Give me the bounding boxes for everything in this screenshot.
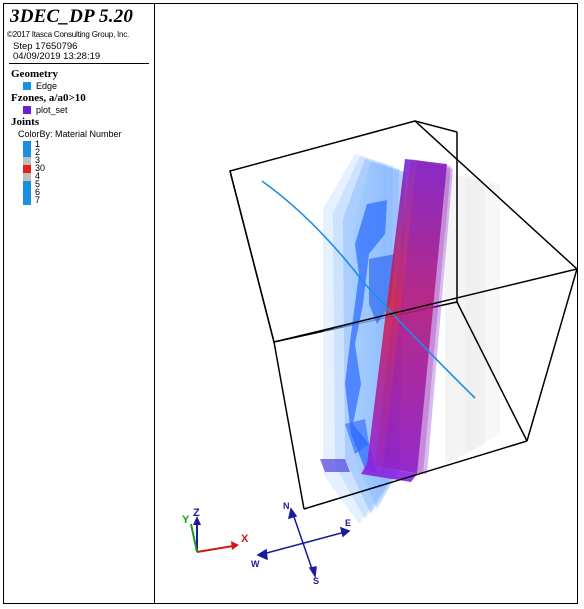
- joint-label: 2: [35, 147, 41, 157]
- geometry-heading: Geometry: [11, 68, 59, 80]
- plot-set-swatch: [23, 106, 31, 114]
- x-axis-label: X: [241, 533, 249, 545]
- compass-s-label: S: [313, 576, 319, 586]
- geometry-edge-line: [261, 180, 476, 399]
- joint-swatch: [23, 149, 31, 157]
- joint-swatch: [23, 157, 31, 165]
- colorby-label: ColorBy: Material Number: [18, 129, 122, 139]
- legend-divider: [9, 63, 149, 64]
- plot-frame: 3DEC_DP 5.20 ©2017 Itasca Consulting Gro…: [3, 3, 578, 604]
- legend-panel: 3DEC_DP 5.20 ©2017 Itasca Consulting Gro…: [4, 4, 155, 603]
- grey-joint-planes: [445, 172, 500, 464]
- xyz-axes-triad: X Y Z: [182, 507, 249, 553]
- box-front-edges: [229, 120, 577, 510]
- joint-label: 3: [35, 155, 41, 165]
- step-counter: Step 17650796: [13, 41, 78, 52]
- model-view[interactable]: X Y Z N S E W: [155, 4, 577, 603]
- legend-item-plot-set: plot_set: [23, 105, 68, 115]
- joint-swatch: [23, 141, 31, 149]
- compass-n-label: N: [283, 501, 290, 511]
- compass: N S E W: [251, 501, 351, 586]
- joint-label: 7: [35, 195, 41, 205]
- joint-label: 5: [35, 179, 41, 189]
- joint-swatch: [23, 165, 31, 173]
- fzones-heading: Fzones, a/a0>10: [11, 92, 86, 104]
- edge-label: Edge: [36, 81, 58, 91]
- 3d-viewport[interactable]: X Y Z N S E W: [155, 4, 577, 603]
- compass-e-label: E: [345, 518, 351, 528]
- joint-swatch: [23, 181, 31, 189]
- joint-label: 6: [35, 187, 41, 197]
- compass-w-label: W: [251, 559, 260, 569]
- joint-swatch: [23, 197, 31, 205]
- legend-item-edge: Edge: [23, 81, 57, 91]
- z-axis-label: Z: [193, 507, 200, 519]
- fzone-slab: [361, 159, 453, 482]
- joints-heading: Joints: [11, 116, 40, 128]
- y-axis-label: Y: [182, 514, 190, 526]
- joint-swatch: [23, 189, 31, 197]
- timestamp: 04/09/2019 13:28:19: [13, 51, 101, 62]
- edge-swatch: [23, 82, 31, 90]
- joint-label: 1: [35, 139, 41, 149]
- joint-label: 30: [35, 163, 46, 173]
- joint-swatch: [23, 173, 31, 181]
- joint-label: 4: [35, 171, 41, 181]
- app-title: 3DEC_DP 5.20: [10, 6, 134, 27]
- plot-set-label: plot_set: [36, 105, 68, 115]
- copyright-text: ©2017 Itasca Consulting Group, Inc.: [7, 30, 130, 39]
